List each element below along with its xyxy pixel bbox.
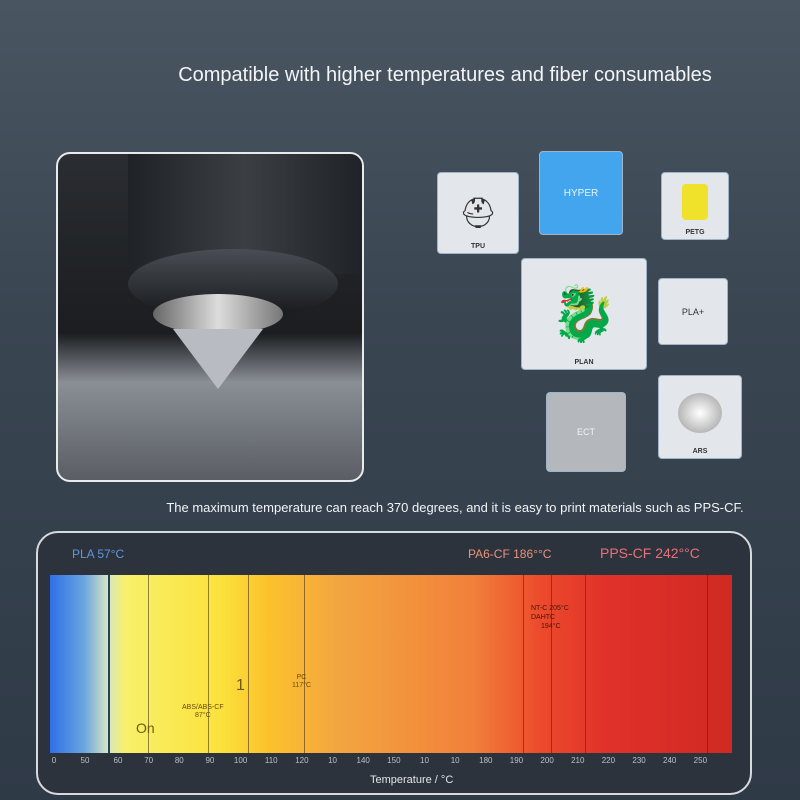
x-tick: 220 xyxy=(601,756,616,765)
tile-petg: PETG xyxy=(661,172,729,240)
x-tick: 240 xyxy=(663,756,677,765)
x-tick: 90 xyxy=(205,756,215,765)
subtitle: The maximum temperature can reach 370 de… xyxy=(166,500,744,515)
pc-label: PC 117°C xyxy=(292,674,312,689)
ntc-label: NT-C 205°C DAHTC 194°C xyxy=(531,605,569,630)
x-tick: 0 xyxy=(51,756,57,765)
x-tick: 10 xyxy=(450,756,460,765)
tile-hyper: HYPER xyxy=(539,151,623,235)
tile-ars: ARS xyxy=(658,375,742,459)
gridline xyxy=(208,575,209,753)
pps-label: PPS-CF 242°°C xyxy=(600,545,700,561)
x-tick: 50 xyxy=(80,756,90,765)
x-tick: 120 xyxy=(295,756,309,765)
temperature-gradient-bar xyxy=(50,575,732,753)
tile-plan: 🐉 PLAN xyxy=(521,258,647,370)
pla-label: PLA 57°C xyxy=(72,547,125,561)
gridline xyxy=(551,575,552,753)
x-tick: 10 xyxy=(328,756,337,765)
gridline xyxy=(304,575,305,753)
x-tick: 210 xyxy=(571,756,585,765)
x-tick: 110 xyxy=(264,756,278,765)
x-tick: 100 xyxy=(233,756,248,765)
x-tick: 250 xyxy=(693,756,708,765)
x-tick: 190 xyxy=(509,756,524,765)
nozzle-photo xyxy=(56,152,364,482)
abs-label: ABS/ABS-CF 87°C xyxy=(182,704,224,719)
gridline xyxy=(248,575,249,753)
page-title: Compatible with higher temperatures and … xyxy=(178,64,712,86)
gridline xyxy=(707,575,708,753)
x-tick: 150 xyxy=(387,756,401,765)
x-tick: 200 xyxy=(540,756,554,765)
tile-tpu: ⛑ TPU xyxy=(437,172,519,254)
gridline xyxy=(523,575,524,753)
x-tick: 140 xyxy=(356,756,370,765)
pa6-label: PA6-CF 186°°C xyxy=(468,547,552,561)
x-tick: 70 xyxy=(144,756,154,765)
tile-pla-plus: PLA+ xyxy=(658,278,728,345)
x-tick: 230 xyxy=(632,756,646,765)
tile-ect: ECT xyxy=(546,392,626,472)
gridline xyxy=(148,575,149,753)
x-tick: 10 xyxy=(420,756,429,765)
on-label: On xyxy=(136,720,155,736)
x-axis-label: Temperature / °C xyxy=(370,774,454,786)
x-tick: 80 xyxy=(174,756,184,765)
x-tick: 60 xyxy=(113,756,123,765)
one-label: 1 xyxy=(236,677,245,694)
gridline xyxy=(585,575,586,753)
x-tick: 180 xyxy=(479,756,493,765)
